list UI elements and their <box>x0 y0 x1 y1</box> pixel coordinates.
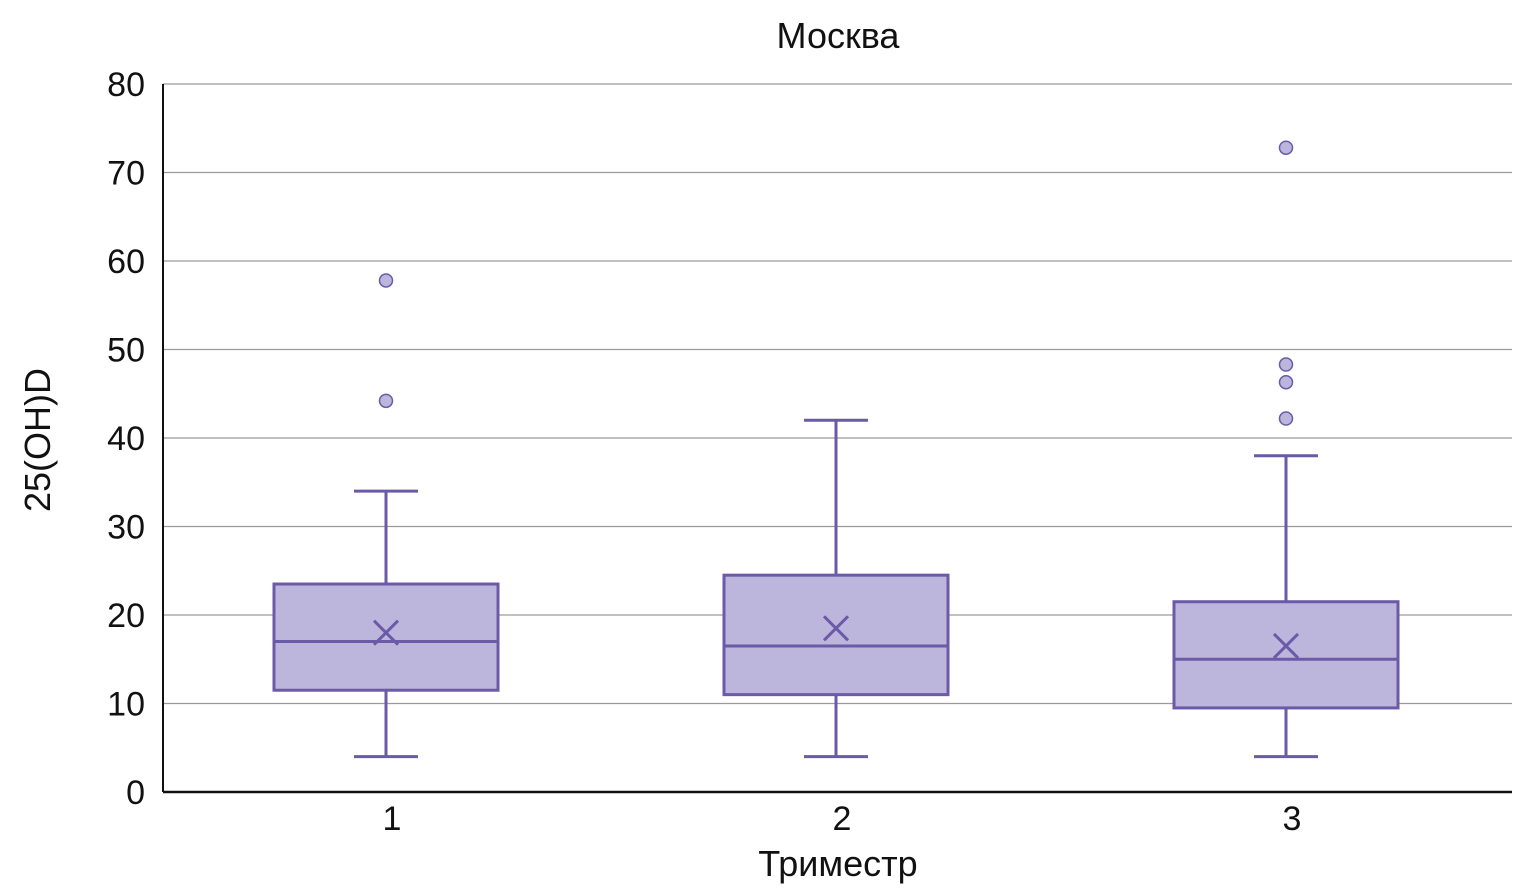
y-tick-label: 60 <box>107 243 145 281</box>
y-tick-label: 80 <box>107 66 145 104</box>
outlier-point <box>1278 140 1294 155</box>
box-3 <box>1172 140 1400 759</box>
y-tick-label: 20 <box>107 597 145 635</box>
mean-marker <box>372 619 400 646</box>
box-1 <box>272 273 500 759</box>
box-series <box>272 140 1400 759</box>
y-tick-label: 0 <box>126 774 145 812</box>
outlier-point <box>378 273 394 288</box>
outlier-point <box>1278 411 1294 426</box>
outlier-point <box>1278 357 1294 372</box>
y-axis-label: 25(OH)D <box>17 368 58 512</box>
chart-title: Москва <box>777 15 901 56</box>
iqr-box <box>722 573 950 697</box>
mean-marker <box>822 615 850 642</box>
outlier-point <box>1278 374 1294 390</box>
outlier-point <box>378 393 394 409</box>
y-axis-ticks: 0 10 20 30 40 50 60 70 80 <box>107 66 145 812</box>
y-tick-label: 10 <box>107 686 145 724</box>
iqr-box <box>272 582 500 692</box>
y-tick-label: 30 <box>107 509 145 547</box>
y-tick-label: 40 <box>107 420 145 458</box>
x-axis-ticks: 1 2 3 <box>383 800 1302 838</box>
x-tick-label: 2 <box>833 800 852 838</box>
x-tick-label: 3 <box>1283 800 1302 838</box>
x-axis-label: Триместр <box>758 843 917 884</box>
mean-marker <box>1272 632 1300 660</box>
y-tick-label: 50 <box>107 332 145 370</box>
iqr-box <box>1172 600 1400 710</box>
y-tick-label: 70 <box>107 155 145 193</box>
x-tick-label: 1 <box>383 800 402 838</box>
box-2 <box>722 418 950 759</box>
